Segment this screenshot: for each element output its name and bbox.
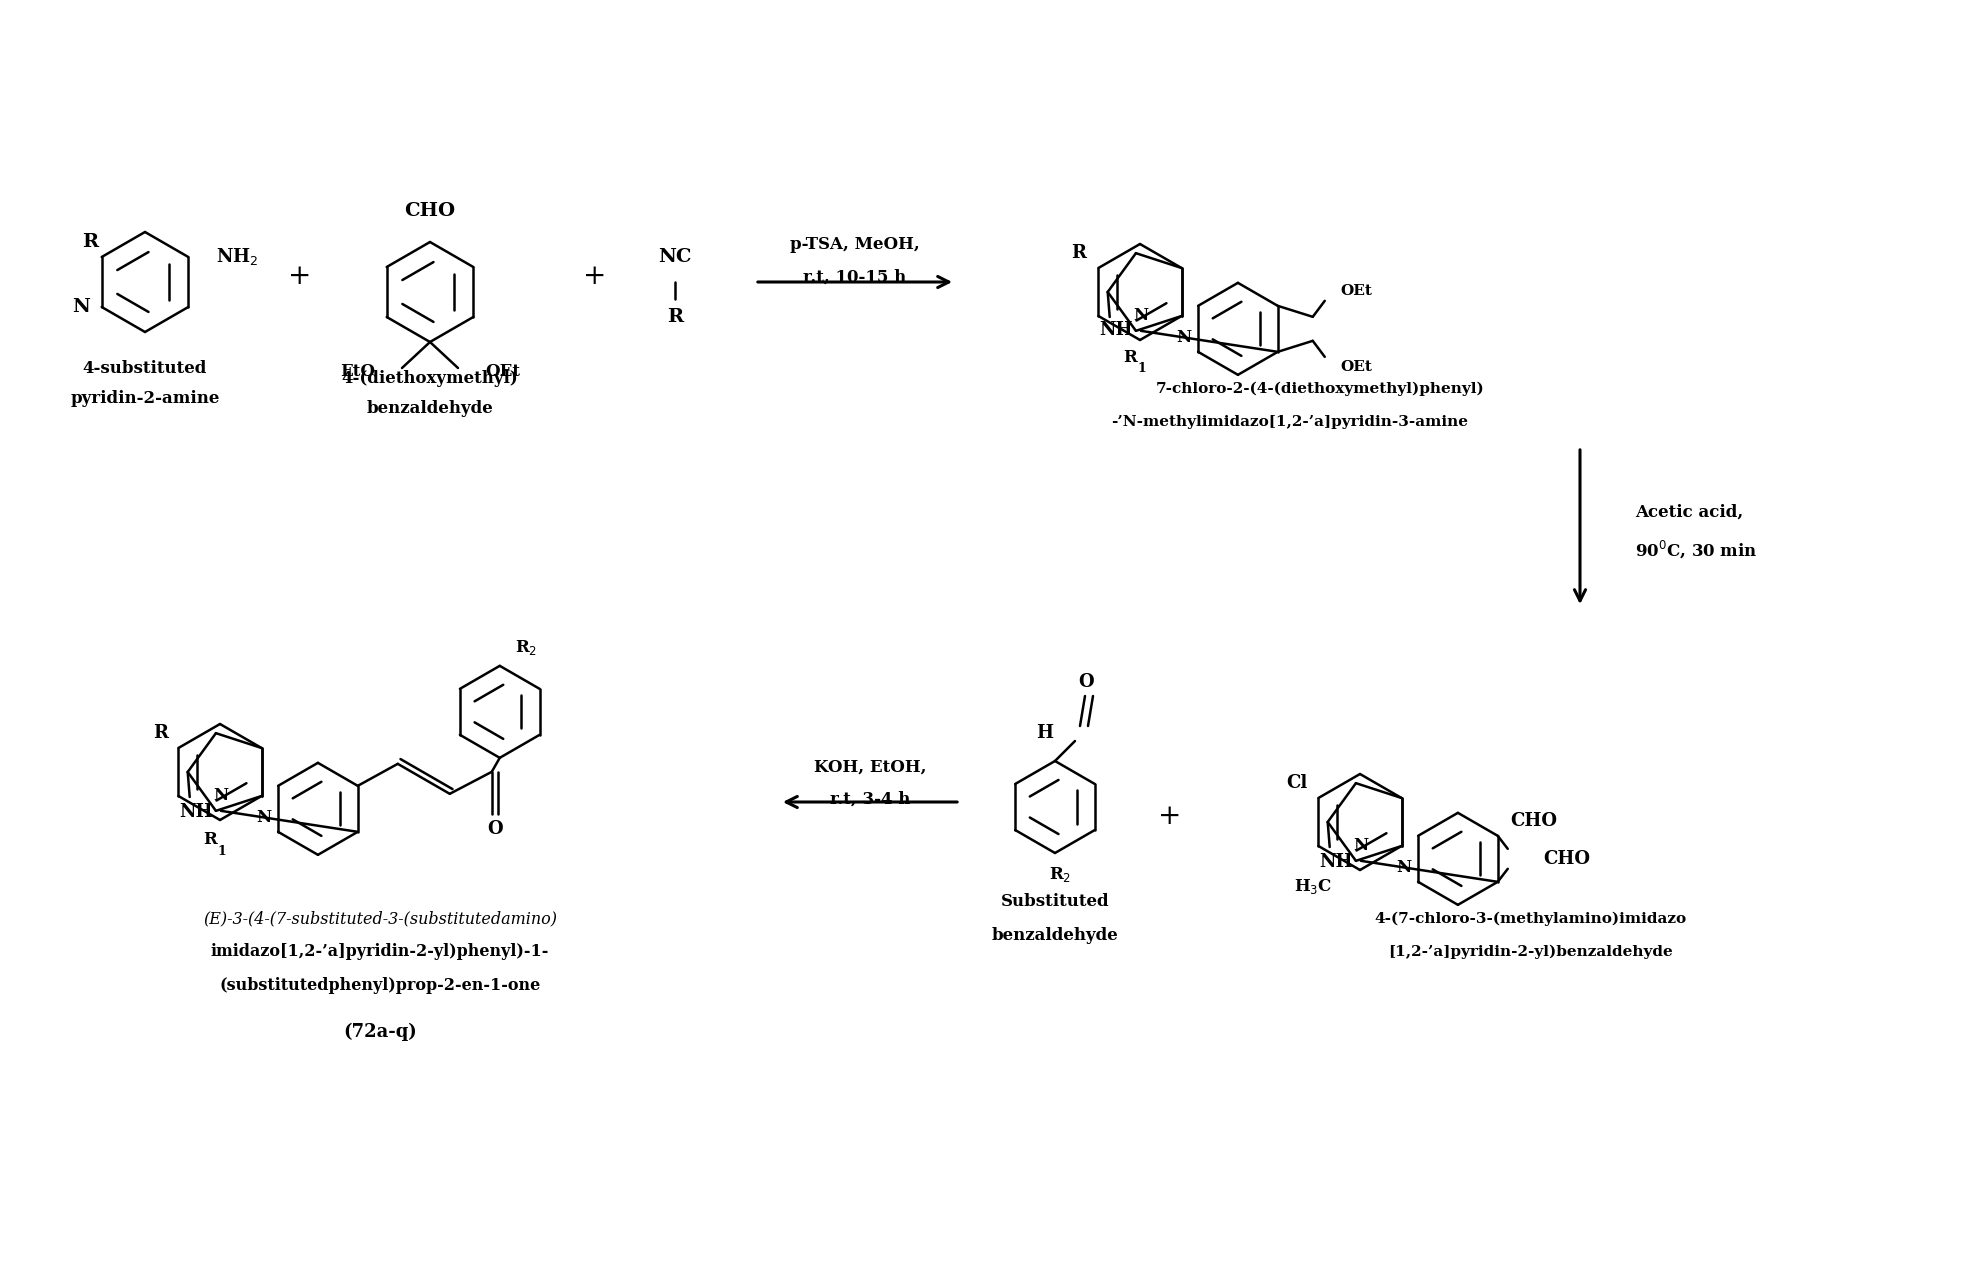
Text: r.t, 3-4 h: r.t, 3-4 h xyxy=(830,790,910,807)
Text: 7-chloro-2-(4-(diethoxymethyl)phenyl): 7-chloro-2-(4-(diethoxymethyl)phenyl) xyxy=(1155,382,1484,396)
Text: CHO: CHO xyxy=(404,202,455,220)
Text: NC: NC xyxy=(659,248,692,266)
Text: 1: 1 xyxy=(218,846,226,858)
Text: NH: NH xyxy=(178,803,212,821)
Text: CHO: CHO xyxy=(1543,849,1590,867)
Text: [1,2-’a]pyridin-2-yl)benzaldehyde: [1,2-’a]pyridin-2-yl)benzaldehyde xyxy=(1388,945,1673,959)
Text: (72a-q): (72a-q) xyxy=(343,1023,418,1041)
Text: OEt: OEt xyxy=(1341,284,1373,297)
Text: R: R xyxy=(1124,349,1137,366)
Text: +: + xyxy=(582,264,606,291)
Text: Cl: Cl xyxy=(1286,773,1308,792)
Text: R: R xyxy=(667,308,682,326)
Text: NH: NH xyxy=(1320,853,1353,871)
Text: NH$_2$: NH$_2$ xyxy=(216,247,259,268)
Text: O: O xyxy=(1079,673,1094,691)
Text: (E)-3-(4-(7-substituted-3-(substitutedamino): (E)-3-(4-(7-substituted-3-(substitutedam… xyxy=(204,910,557,928)
Text: KOH, EtOH,: KOH, EtOH, xyxy=(814,758,926,776)
Text: N: N xyxy=(1133,308,1149,324)
Text: +: + xyxy=(288,264,312,291)
Text: H$_3$C: H$_3$C xyxy=(1294,878,1332,897)
Text: N: N xyxy=(257,810,271,826)
Text: r.t, 10-15 h: r.t, 10-15 h xyxy=(804,269,906,286)
Text: 4-(diethoxymethyl): 4-(diethoxymethyl) xyxy=(341,371,518,387)
Text: p-TSA, MeOH,: p-TSA, MeOH, xyxy=(790,237,920,254)
Text: R$_2$: R$_2$ xyxy=(514,638,537,658)
Text: pyridin-2-amine: pyridin-2-amine xyxy=(71,390,220,408)
Text: N: N xyxy=(214,788,229,804)
Text: Acetic acid,: Acetic acid, xyxy=(1635,503,1743,520)
Text: +: + xyxy=(1159,803,1182,830)
Text: N: N xyxy=(1396,860,1412,876)
Text: NH: NH xyxy=(1098,320,1131,338)
Text: -’N-methylimidazo[1,2-’a]pyridin-3-amine: -’N-methylimidazo[1,2-’a]pyridin-3-amine xyxy=(1112,414,1469,429)
Text: R: R xyxy=(202,831,216,848)
Text: O: O xyxy=(486,820,502,838)
Text: EtO: EtO xyxy=(339,363,375,381)
Text: imidazo[1,2-’a]pyridin-2-yl)phenyl)-1-: imidazo[1,2-’a]pyridin-2-yl)phenyl)-1- xyxy=(212,943,549,960)
Text: benzaldehyde: benzaldehyde xyxy=(992,927,1118,943)
Text: OEt: OEt xyxy=(1341,360,1373,373)
Text: N: N xyxy=(73,299,90,317)
Text: CHO: CHO xyxy=(1510,812,1557,830)
Text: 4-substituted: 4-substituted xyxy=(82,360,208,377)
Text: N: N xyxy=(1177,329,1190,346)
Text: 1: 1 xyxy=(1137,362,1145,375)
Text: N: N xyxy=(1353,838,1369,855)
Text: 4-(7-chloro-3-(methylamino)imidazo: 4-(7-chloro-3-(methylamino)imidazo xyxy=(1375,911,1686,927)
Text: Substituted: Substituted xyxy=(1000,893,1110,910)
Text: R: R xyxy=(82,233,98,251)
Text: (substitutedphenyl)prop-2-en-1-one: (substitutedphenyl)prop-2-en-1-one xyxy=(220,977,541,994)
Text: OEt: OEt xyxy=(484,363,520,381)
Text: R: R xyxy=(153,725,169,743)
Text: R: R xyxy=(1071,245,1086,263)
Text: 90$^0$C, 30 min: 90$^0$C, 30 min xyxy=(1635,538,1757,560)
Text: H: H xyxy=(1035,725,1053,743)
Text: benzaldehyde: benzaldehyde xyxy=(367,400,494,417)
Text: R$_2$: R$_2$ xyxy=(1049,865,1071,884)
